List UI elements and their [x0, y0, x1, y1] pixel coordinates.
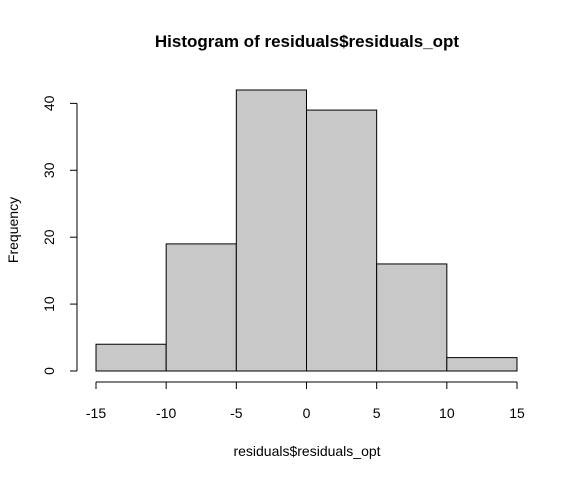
y-tick-label: 30 — [41, 162, 57, 178]
x-axis: -15 -10 -5 0 5 10 15 — [86, 381, 525, 421]
x-tick-label: 5 — [373, 405, 381, 421]
histogram-bar — [95, 343, 167, 372]
x-tick-label: -10 — [156, 405, 176, 421]
chart-title: Histogram of residuals$residuals_opt — [155, 32, 460, 51]
histogram-bar — [235, 89, 307, 372]
histogram-bar — [446, 357, 518, 372]
bars-group — [95, 89, 518, 372]
histogram-bar — [306, 109, 378, 372]
x-tick-label: 10 — [439, 405, 455, 421]
y-axis-title: Frequency — [5, 197, 21, 263]
histogram-bar — [376, 263, 448, 372]
x-axis-title: residuals$residuals_opt — [233, 443, 380, 459]
x-tick-label: 0 — [303, 405, 311, 421]
histogram-bar — [165, 243, 237, 372]
x-tick-label: -15 — [86, 405, 106, 421]
y-tick-label: 40 — [41, 95, 57, 111]
y-axis: 0 10 20 30 40 — [41, 95, 78, 375]
y-tick-label: 10 — [41, 296, 57, 312]
y-tick-label: 20 — [41, 229, 57, 245]
x-tick-label: -5 — [230, 405, 243, 421]
x-tick-label: 15 — [509, 405, 525, 421]
y-tick-label: 0 — [41, 367, 57, 375]
